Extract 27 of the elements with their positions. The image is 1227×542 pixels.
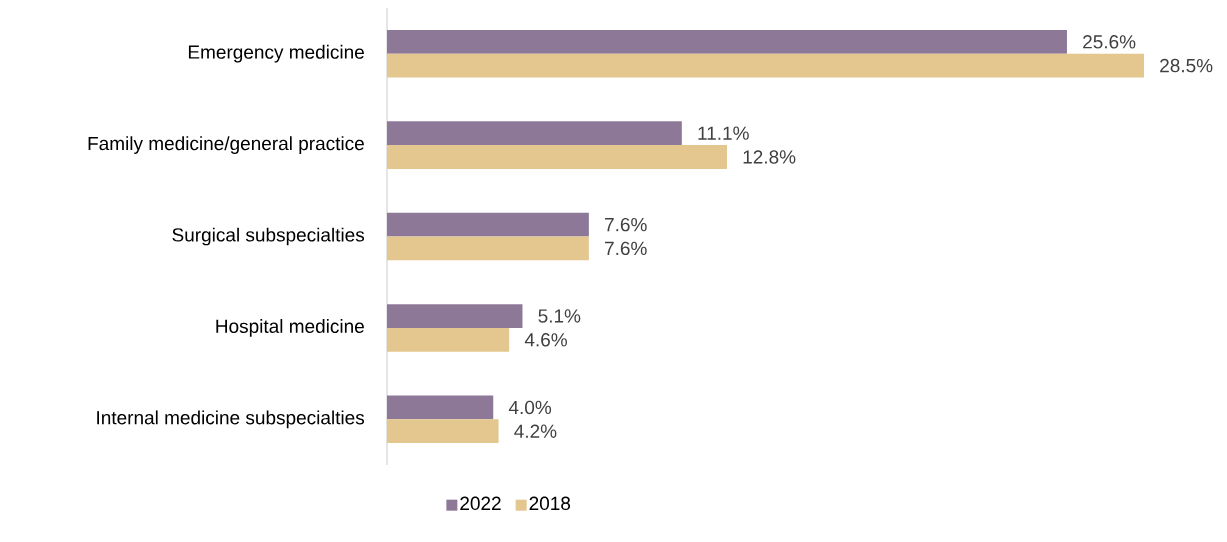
bar [387, 304, 523, 328]
data-label: 7.6% [605, 217, 647, 232]
legend-label: 2022 [460, 496, 501, 511]
y-tick-label: Hospital medicine [216, 319, 364, 337]
data-label: 7.6% [605, 241, 647, 256]
data-label: 11.1% [698, 126, 749, 140]
data-label: 5.1% [538, 309, 581, 323]
bar [387, 29, 1067, 54]
bar [387, 419, 499, 444]
data-label: 12.8% [743, 150, 796, 164]
data-label: 28.5% [1160, 58, 1213, 73]
data-label: 4.6% [524, 333, 568, 347]
data-label: 25.6% [1083, 35, 1136, 49]
bar [387, 236, 589, 261]
bar [387, 212, 589, 237]
legend-label: 2018 [529, 496, 571, 511]
bar [387, 121, 682, 146]
y-tick-label: Emergency medicine [188, 44, 364, 63]
bar [387, 327, 510, 352]
y-tick-label: Family medicine/general practice [88, 136, 364, 154]
y-tick-label: Surgical subspecialties [172, 227, 365, 246]
bar [387, 145, 727, 169]
data-label: 4.0% [508, 400, 552, 415]
data-label: 4.2% [514, 424, 557, 438]
bar [387, 53, 1145, 78]
bar [387, 395, 494, 420]
y-tick-label: Internal medicine subspecialties [97, 410, 365, 429]
